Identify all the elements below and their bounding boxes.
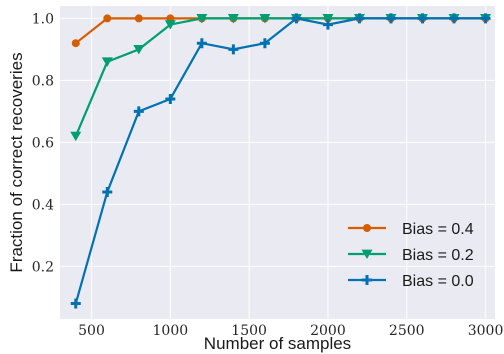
y-tick-label: 0.6 bbox=[32, 135, 54, 151]
x-tick-label: 500 bbox=[78, 323, 105, 339]
data-point bbox=[71, 39, 80, 48]
data-point bbox=[363, 224, 371, 232]
legend-item: Bias = 0.4 bbox=[348, 221, 474, 238]
data-point bbox=[102, 186, 113, 197]
legend-item: Bias = 0.2 bbox=[348, 247, 474, 264]
data-point bbox=[361, 249, 373, 259]
y-axis-label: Fraction of correct recoveries bbox=[7, 52, 26, 272]
data-point bbox=[385, 13, 396, 24]
data-point bbox=[70, 298, 81, 309]
data-point bbox=[227, 13, 239, 24]
data-point bbox=[196, 38, 207, 49]
data-point bbox=[259, 13, 271, 24]
data-point bbox=[133, 106, 144, 117]
y-tick-label: 0.8 bbox=[32, 73, 54, 89]
x-tick-label: 2500 bbox=[389, 323, 425, 339]
data-point bbox=[164, 20, 176, 30]
series-line bbox=[74, 17, 486, 304]
x-tick-labels: 500 1000 1500 2000 2500 3000 bbox=[78, 323, 503, 339]
data-point bbox=[291, 13, 302, 24]
data-point bbox=[134, 14, 143, 23]
x-tick-label: 1500 bbox=[231, 323, 267, 339]
data-point bbox=[480, 13, 491, 24]
y-tick-label: 0.2 bbox=[32, 259, 54, 275]
data-point bbox=[196, 13, 208, 24]
data-point bbox=[101, 57, 113, 67]
data-point bbox=[228, 44, 239, 55]
x-tick-label: 2000 bbox=[310, 323, 346, 339]
y-tick-labels: 0.2 0.4 0.6 0.8 1.0 bbox=[32, 11, 54, 275]
data-point bbox=[103, 14, 112, 23]
data-point bbox=[133, 44, 145, 55]
data-point bbox=[417, 13, 428, 24]
x-tick-label: 1000 bbox=[153, 323, 189, 339]
data-point bbox=[165, 93, 176, 104]
legend: Bias = 0.4 Bias = 0.2 Bias = 0.0 bbox=[348, 221, 474, 290]
legend-label: Bias = 0.2 bbox=[402, 247, 474, 264]
series-bias-0-0 bbox=[70, 13, 491, 309]
legend-item: Bias = 0.0 bbox=[348, 273, 474, 290]
series-layer bbox=[70, 13, 492, 309]
data-point bbox=[70, 131, 82, 142]
y-tick-label: 0.4 bbox=[32, 197, 54, 213]
data-point bbox=[362, 275, 372, 285]
y-tick-label: 1.0 bbox=[32, 11, 54, 27]
x-tick-label: 3000 bbox=[468, 323, 504, 339]
data-point bbox=[449, 13, 460, 24]
data-point bbox=[354, 13, 365, 24]
data-point bbox=[322, 19, 333, 30]
x-axis-label: Number of samples bbox=[204, 334, 351, 353]
plot-area bbox=[60, 6, 495, 319]
data-point bbox=[259, 38, 270, 49]
legend-label: Bias = 0.0 bbox=[402, 273, 474, 290]
legend-label: Bias = 0.4 bbox=[402, 221, 474, 238]
data-point bbox=[322, 13, 334, 24]
